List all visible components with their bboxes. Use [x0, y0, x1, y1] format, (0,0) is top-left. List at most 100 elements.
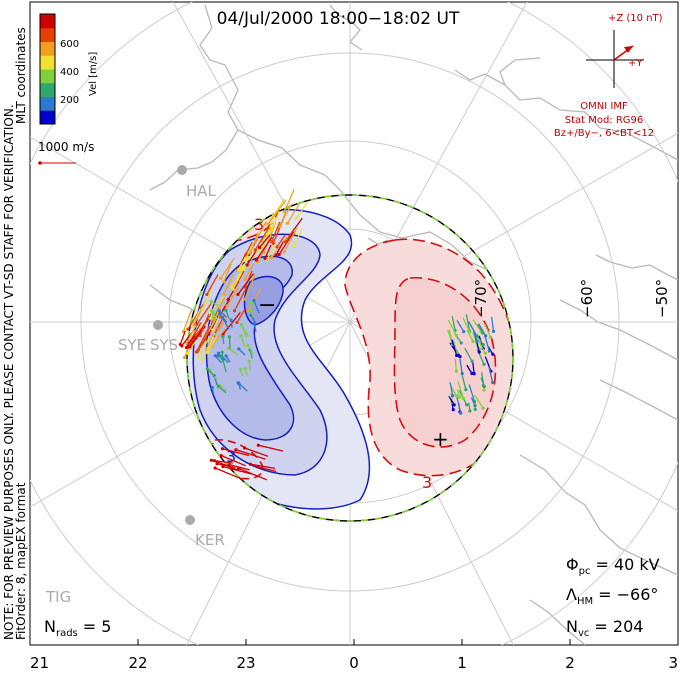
potential-max-marker: +: [432, 427, 449, 451]
velocity-vector-origin: [211, 310, 215, 314]
velocity-vector: [211, 325, 228, 347]
velocity-vector: [218, 385, 227, 394]
velocity-vector: [230, 273, 242, 288]
velocity-vector-origin: [462, 330, 466, 334]
velocity-vector: [253, 300, 260, 314]
velocity-vector: [473, 331, 484, 346]
velocity-vector-origin: [217, 327, 221, 331]
velocity-vector-origin: [249, 308, 253, 313]
velocity-vector-origin: [186, 351, 190, 355]
velocity-vector-origin: [257, 245, 262, 250]
velocity-vector-origin: [184, 341, 188, 345]
velocity-vector: [228, 347, 239, 356]
velocity-vector: [220, 257, 235, 279]
velocity-vector-origin: [238, 367, 243, 372]
velocity-vector: [270, 198, 286, 220]
velocity-vector: [223, 263, 232, 283]
velocity-vector-origin: [461, 396, 466, 401]
velocity-vector: [261, 228, 271, 248]
velocity-vector-origin: [220, 316, 225, 320]
contour-label-3c: 3: [226, 447, 236, 466]
velocity-vector-origin: [284, 240, 288, 244]
velocity-vectors: [178, 188, 496, 481]
velocity-vector: [464, 347, 473, 362]
imf-y-label: +Y: [628, 58, 643, 69]
colorbar-segment: [40, 96, 55, 111]
velocity-vector-origin: [219, 454, 223, 458]
velocity-vector-origin: [218, 309, 222, 313]
colorbar-segment: [40, 110, 55, 125]
velocity-vector-origin: [185, 345, 189, 350]
velocity-vector: [451, 316, 456, 331]
velocity-vector-origin: [270, 240, 274, 244]
velocity-vector-origin: [205, 292, 209, 297]
velocity-vector-origin: [209, 299, 213, 303]
velocity-vector: [462, 317, 471, 333]
velocity-vector-origin: [243, 367, 247, 371]
velocity-vector: [238, 467, 268, 481]
potential-min-marker: −: [258, 293, 276, 318]
imf-source: OMNI IMF: [580, 101, 628, 112]
velocity-vector: [179, 330, 186, 345]
velocity-vector: [202, 332, 216, 360]
velocity-vector-origin: [229, 285, 233, 289]
neg-contour-4: [243, 275, 284, 326]
lat-label-60: −60°: [578, 279, 596, 318]
colorbar-segment: [40, 82, 55, 97]
velocity-vector-origin: [269, 255, 274, 260]
velocity-vector-origin: [277, 252, 281, 257]
velocity-vector: [197, 337, 208, 351]
velocity-vector-origin: [464, 387, 468, 392]
velocity-vector-origin: [201, 357, 205, 362]
velocity-vector-origin: [278, 225, 282, 229]
reference-vector-dot: [38, 161, 42, 165]
imf-stat-mod: Stat Mod: RG96: [565, 115, 644, 126]
velocity-vector: [187, 303, 204, 330]
velocity-vector: [187, 339, 197, 354]
velocity-vector-origin: [459, 341, 463, 345]
velocity-vector: [266, 242, 277, 261]
velocity-vector-origin: [196, 348, 200, 352]
velocity-vector: [222, 465, 252, 475]
stat-lambda-hm: ΛHM = −66°: [566, 585, 658, 607]
velocity-vector: [223, 273, 234, 295]
station-sye: SYE: [118, 336, 146, 354]
stat-n-vc: Nvc = 204: [566, 617, 643, 639]
velocity-vector-origin: [275, 245, 279, 249]
velocity-vector-origin: [452, 403, 456, 407]
velocity-vector: [447, 319, 458, 336]
velocity-vector: [296, 202, 308, 219]
velocity-vector: [240, 324, 249, 337]
velocity-vector-origin: [178, 342, 182, 347]
velocity-vector-origin: [481, 331, 485, 335]
velocity-vector: [182, 309, 193, 332]
x-tick-label: 22: [128, 654, 147, 672]
velocity-vector-origin: [243, 297, 247, 301]
velocity-vector-origin: [242, 267, 246, 271]
velocity-vector: [250, 463, 276, 470]
velocity-vector-origin: [477, 350, 481, 354]
velocity-vector: [221, 352, 225, 363]
velocity-vector: [254, 226, 270, 251]
velocity-vector: [244, 447, 269, 457]
mlt-coordinates-note: MLT coordinates: [14, 27, 28, 124]
velocity-vector: [221, 317, 230, 330]
velocity-vector: [286, 203, 300, 224]
velocity-vector: [257, 466, 277, 473]
velocity-vector-origin: [239, 323, 243, 327]
velocity-vector: [240, 255, 251, 270]
velocity-vector-origin: [475, 339, 479, 344]
velocity-vector: [228, 336, 231, 349]
velocity-vector-origin: [210, 385, 214, 390]
velocity-vector: [473, 399, 476, 410]
velocity-vector: [207, 336, 218, 353]
velocity-vector-origin: [232, 309, 237, 313]
velocity-vector: [478, 323, 487, 337]
velocity-vector: [449, 382, 454, 396]
fit-info: FitOrder: 8, mapEX format: [14, 482, 28, 640]
velocity-vector: [201, 289, 213, 310]
velocity-vector-origin: [481, 384, 486, 388]
velocity-vector-origin: [483, 351, 487, 355]
colorbar-tick-200: 200: [60, 95, 79, 106]
velocity-vector-origin: [220, 447, 225, 451]
